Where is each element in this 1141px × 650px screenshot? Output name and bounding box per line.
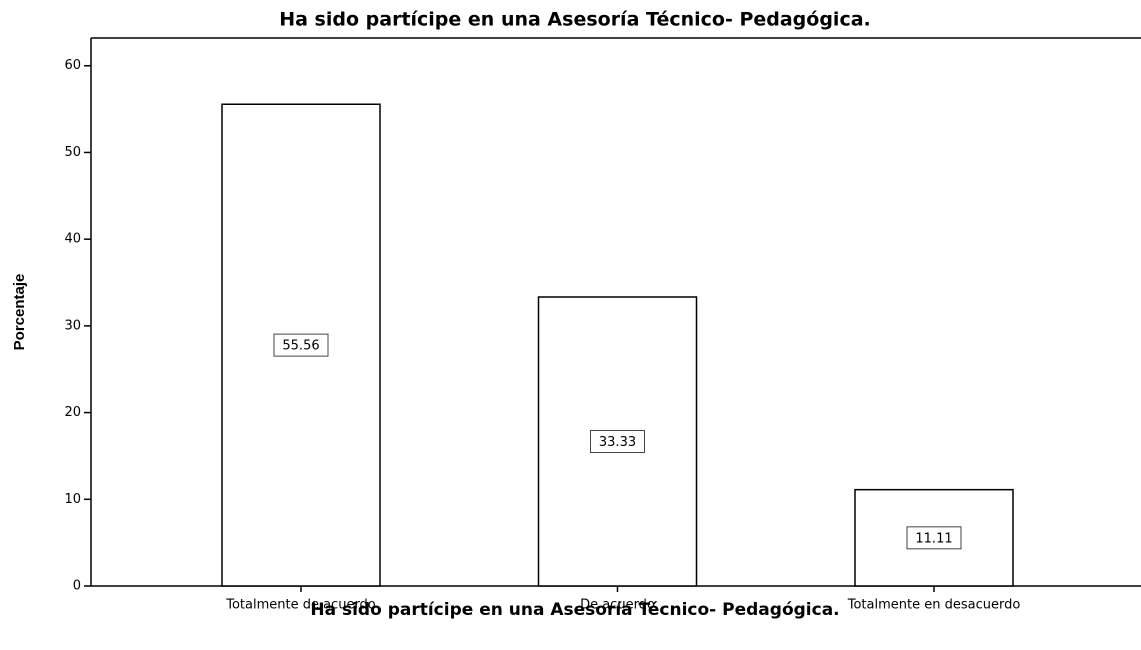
chart-title: Ha sido partícipe en una Asesoría Técnic… — [279, 9, 871, 31]
value-label-box — [906, 526, 962, 550]
value-label-box — [273, 333, 329, 357]
y-tick-label: 30 — [64, 318, 81, 333]
value-label: 33.33 — [599, 435, 636, 450]
y-tick-label: 0 — [73, 579, 81, 594]
y-tick-label: 60 — [64, 58, 81, 73]
y-tick-label: 50 — [64, 145, 81, 160]
value-label: 55.56 — [282, 339, 319, 354]
y-tick-label: 40 — [64, 232, 81, 247]
y-tick-label: 20 — [64, 405, 81, 420]
x-tick-label: Totalmente en desacuerdo — [847, 598, 1021, 613]
x-tick-label: Totalmente de acuerdo — [225, 598, 376, 613]
value-label: 11.11 — [915, 531, 952, 546]
x-tick-label: De acuerdo — [580, 598, 655, 613]
y-tick-label: 10 — [64, 492, 81, 507]
value-label-box — [590, 429, 645, 453]
y-axis-title: Porcentaje — [11, 274, 28, 351]
x-axis-title: Ha sido partícipe en una Asesoría Técnic… — [310, 600, 839, 620]
